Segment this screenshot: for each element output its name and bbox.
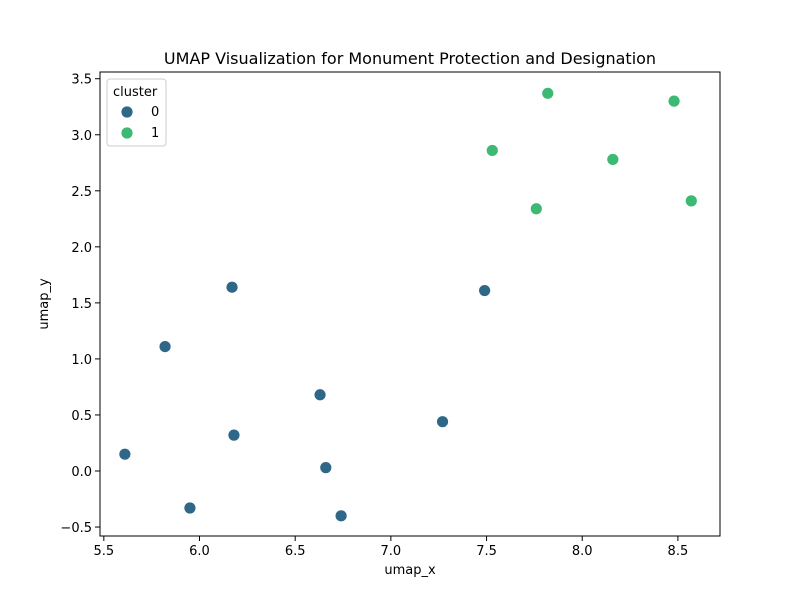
data-point-cluster-1 (529, 202, 543, 216)
x-tick-label: 6.5 (285, 544, 306, 559)
data-point-cluster-0 (334, 509, 348, 523)
data-point-cluster-0 (118, 447, 132, 461)
data-point-cluster-0 (313, 388, 327, 402)
data-point-cluster-0 (436, 415, 449, 429)
data-point-cluster-0 (158, 340, 172, 353)
data-point-cluster-0 (478, 284, 492, 297)
data-point-cluster-1 (667, 94, 681, 108)
data-point-cluster-0 (227, 428, 241, 442)
legend: cluster 0 1 (106, 78, 167, 147)
y-tick-label: 0.0 (71, 465, 92, 480)
y-tick-label: 1.0 (71, 353, 92, 368)
axes: 5.5 6.0 6.5 7.0 7.5 8.0 8.5 −0.5 0.0 0.5 1.0 1.5 2.0… (60, 73, 688, 559)
y-tick-label: 2.5 (71, 185, 92, 200)
y-axis-label: umap_y (37, 278, 52, 330)
y-tick-label: 3.0 (71, 129, 92, 144)
data-point-cluster-0 (319, 461, 333, 475)
x-tick-label: 7.0 (381, 544, 402, 559)
x-tick-label: 6.0 (189, 544, 210, 559)
chart-title: UMAP Visualization for Monument Protecti… (164, 49, 656, 68)
plot-frame (99, 71, 721, 537)
legend-box (106, 78, 167, 147)
x-axis-label: umap_x (384, 563, 436, 578)
legend-marker-cluster-0 (120, 105, 134, 119)
y-tick-label: −0.5 (60, 521, 92, 536)
x-tick-label: 7.5 (476, 544, 497, 559)
legend-label-cluster-0: 0 (151, 105, 159, 120)
y-tick-label: 3.5 (71, 73, 92, 88)
data-point-cluster-1 (684, 194, 698, 208)
legend-label-cluster-1: 1 (151, 126, 159, 141)
data-points (118, 86, 698, 523)
legend-marker-cluster-1 (120, 126, 134, 140)
y-tick-label: 2.0 (71, 241, 92, 256)
data-point-cluster-1 (541, 86, 555, 100)
legend-title: cluster (113, 85, 158, 100)
data-point-cluster-1 (606, 153, 620, 166)
x-tick-label: 5.5 (93, 544, 114, 559)
data-point-cluster-1 (485, 144, 499, 157)
data-point-cluster-0 (225, 280, 239, 294)
data-point-cluster-0 (183, 501, 197, 515)
y-tick-label: 0.5 (71, 409, 92, 424)
y-tick-label: 1.5 (71, 297, 92, 312)
x-tick-label: 8.0 (572, 544, 593, 559)
x-tick-label: 8.5 (668, 544, 689, 559)
